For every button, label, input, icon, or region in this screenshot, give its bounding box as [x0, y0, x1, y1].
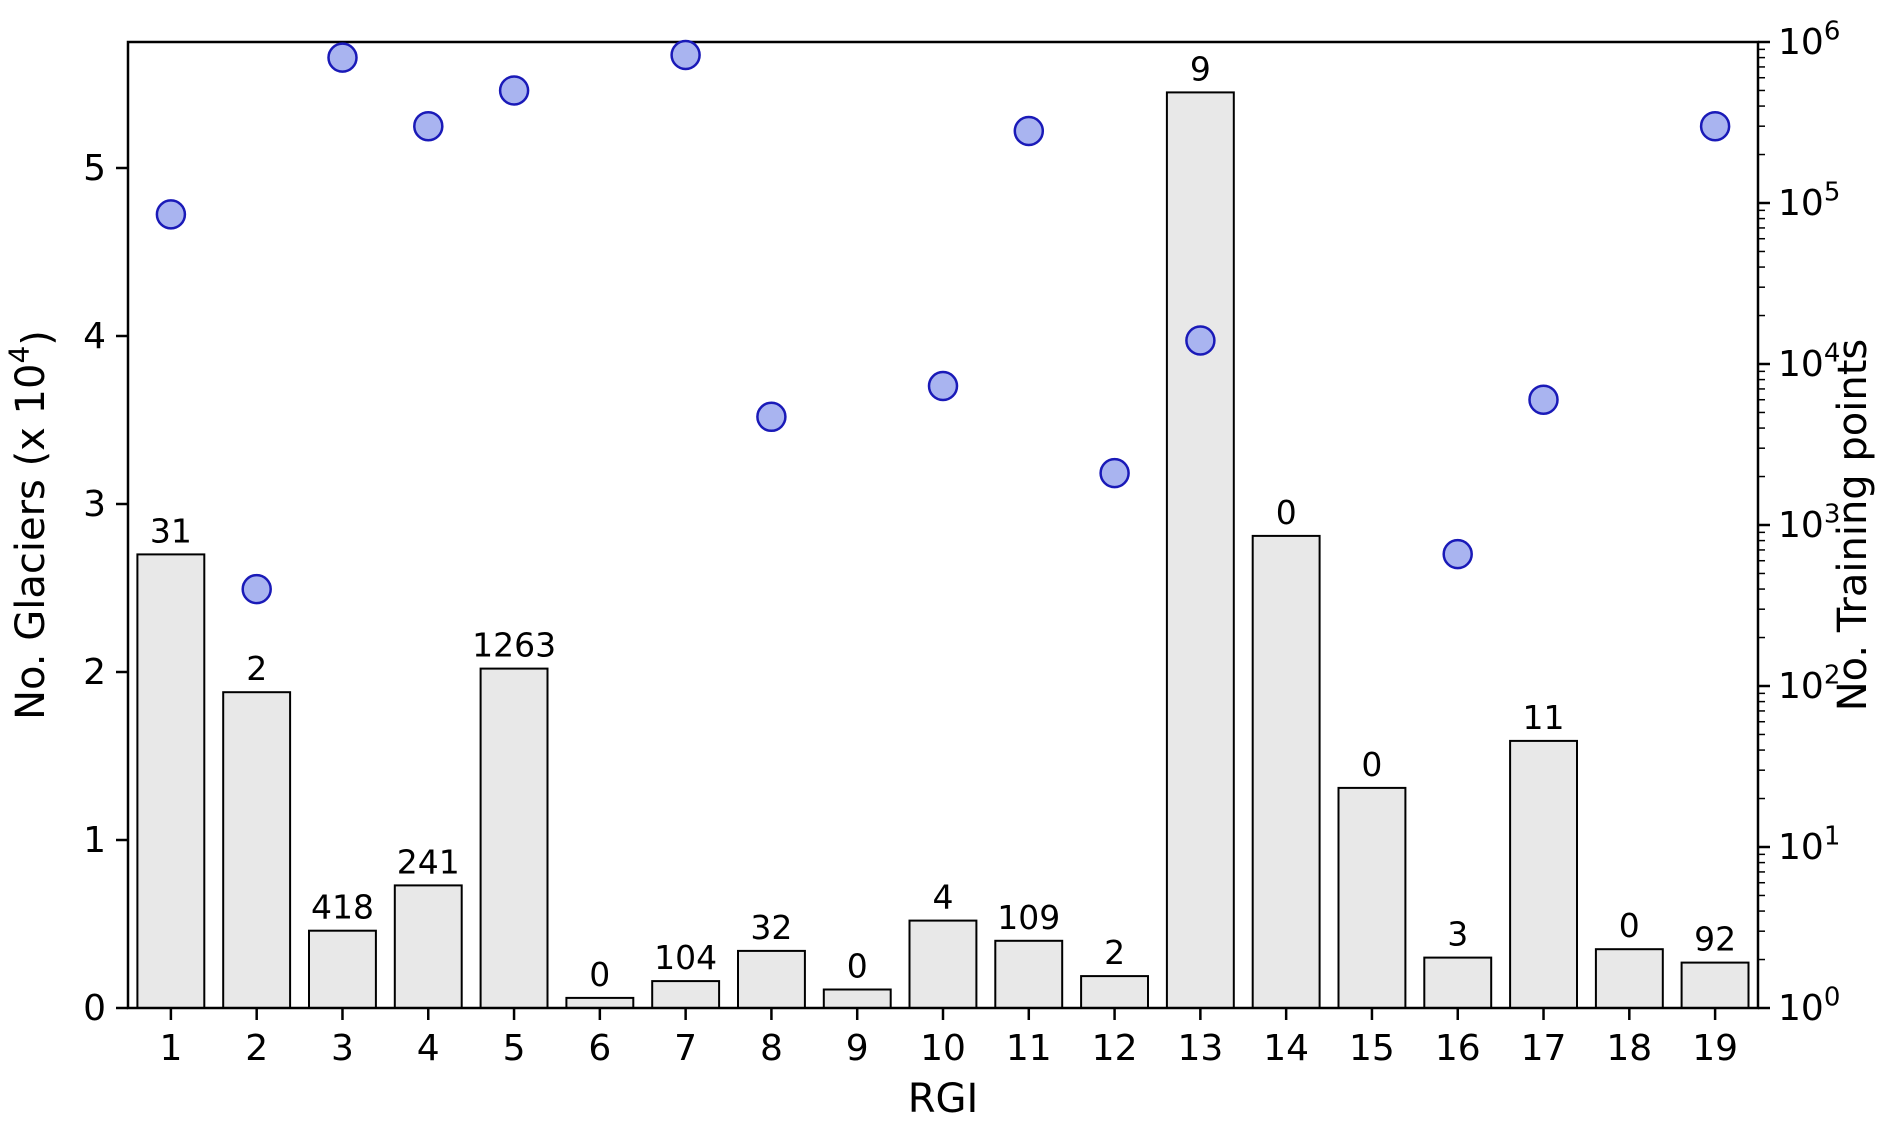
y-axis-left-label: No. Glaciers (x 104): [3, 330, 61, 720]
bar-value-label: 2: [1104, 933, 1125, 972]
bar-value-label: 418: [311, 888, 374, 927]
y-axis-left: 0 1 2 3 4 5: [83, 148, 128, 1029]
y-right-tick-label: 101: [1778, 822, 1840, 868]
bar: [1594, 948, 1664, 1010]
y-right-tick-label: 103: [1778, 500, 1840, 546]
scatter-point: [155, 199, 187, 230]
bar: [908, 919, 978, 1009]
bar: [737, 949, 806, 1010]
scatter-point: [1099, 457, 1130, 489]
y-right-tick-label: 102: [1778, 661, 1840, 707]
bar-labels-group: 31 2 418 241 1263 0 104 32 0 4 109 2 9 0 0 3 11 0 92: [150, 49, 1736, 994]
bar-value-label: 92: [1694, 920, 1736, 959]
bar-value-label: 109: [997, 898, 1060, 937]
x-tick-label: 2: [245, 1028, 268, 1069]
x-tick-label: 7: [674, 1028, 697, 1069]
x-tick-label: 13: [1177, 1028, 1223, 1069]
scatter-point: [927, 370, 959, 402]
y-right-tick-label: 105: [1778, 178, 1840, 224]
x-tick-label: 3: [331, 1028, 354, 1069]
scatter-point: [1185, 325, 1216, 356]
bar: [1337, 786, 1407, 1010]
scatter-point: [670, 39, 701, 71]
y-right-tick-label: 106: [1778, 17, 1840, 63]
scatter-point: [1442, 538, 1473, 570]
y-axis-right: 100 101 102 103 104 105 106: [1758, 17, 1840, 1029]
y-left-tick-label: 2: [83, 652, 106, 693]
bar-value-label: 0: [1619, 906, 1640, 945]
scatter-point: [327, 42, 358, 73]
scatter-group: [155, 39, 1731, 605]
x-tick-label: 5: [503, 1028, 526, 1069]
y-left-tick-label: 0: [83, 988, 106, 1029]
x-tick-label: 16: [1435, 1028, 1481, 1069]
y-left-tick-label: 4: [83, 316, 106, 357]
bar: [651, 980, 721, 1009]
bar: [1423, 956, 1493, 1009]
bar-value-label: 0: [1276, 493, 1297, 532]
bar-value-label: 104: [654, 938, 717, 977]
bar: [1080, 975, 1149, 1009]
scatter-point: [1699, 110, 1731, 142]
bar-value-label: 241: [397, 842, 460, 881]
x-tick-label: 6: [588, 1028, 611, 1069]
y-left-tick-label: 3: [83, 484, 106, 525]
bar: [565, 996, 635, 1010]
bar-value-label: 0: [1361, 745, 1382, 784]
bar: [994, 939, 1064, 1009]
scatter-point: [498, 75, 530, 106]
x-tick-label: 12: [1092, 1028, 1138, 1069]
x-tick-label: 18: [1606, 1028, 1652, 1069]
bar-value-label: 1263: [472, 626, 556, 665]
x-tick-label: 15: [1349, 1028, 1395, 1069]
scatter-point: [413, 110, 444, 142]
x-axis-label: RGI: [908, 1076, 979, 1121]
scatter-point: [241, 573, 272, 605]
bar: [308, 929, 377, 1010]
bar-value-label: 31: [150, 511, 192, 550]
x-tick-label: 8: [760, 1028, 783, 1069]
bar: [393, 884, 463, 1010]
x-tick-label: 10: [920, 1028, 966, 1069]
bar: [1509, 739, 1578, 1010]
y-right-tick-label: 100: [1778, 983, 1840, 1029]
bar: [136, 553, 206, 1010]
x-tick-label: 1: [159, 1028, 182, 1069]
bar: [822, 988, 892, 1009]
x-tick-label: 4: [417, 1028, 440, 1069]
x-axis: 1 2 3 4 5 6 7 8 9 10 11 12 13 14 15 16 17 18 19: [159, 1008, 1738, 1069]
bar: [222, 691, 292, 1009]
x-tick-label: 17: [1521, 1028, 1567, 1069]
y-right-tick-label: 104: [1778, 339, 1840, 385]
scatter-point: [756, 401, 787, 433]
scatter-point: [1528, 384, 1559, 415]
bar-value-label: 4: [933, 878, 954, 917]
bar-value-label: 9: [1190, 49, 1211, 88]
bar: [1165, 91, 1235, 1009]
bar-value-label: 3: [1447, 915, 1468, 954]
bar: [1680, 961, 1750, 1009]
x-tick-label: 14: [1263, 1028, 1309, 1069]
bar: [479, 667, 549, 1009]
bar-value-label: 0: [589, 955, 610, 994]
bar-value-label: 0: [847, 947, 868, 986]
x-tick-label: 19: [1692, 1028, 1738, 1069]
bar-value-label: 2: [246, 649, 267, 688]
bar-value-label: 32: [750, 908, 792, 947]
x-tick-label: 9: [846, 1028, 869, 1069]
y-left-tick-label: 1: [83, 820, 106, 861]
scatter-point: [1013, 115, 1045, 147]
y-left-tick-label: 5: [83, 148, 106, 189]
bar: [1251, 534, 1321, 1010]
x-tick-label: 11: [1006, 1028, 1052, 1069]
y-axis-right-label: No. Training points: [1830, 339, 1876, 712]
bar-value-label: 11: [1523, 698, 1565, 737]
bars-group: [136, 91, 1750, 1010]
